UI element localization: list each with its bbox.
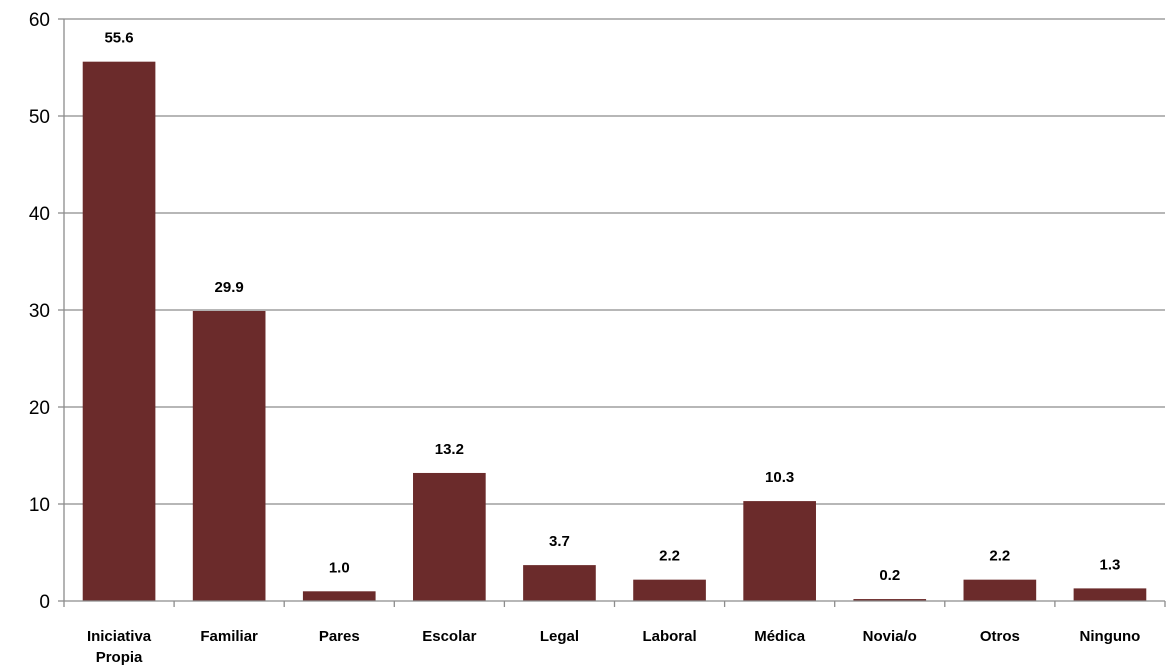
data-label: 1.3: [1100, 556, 1121, 573]
data-labels: 55.6 29.9 1.0 13.2 3.7 2.2 10.3 0.2 2.2 1.3: [104, 30, 1120, 584]
data-label: 10.3: [765, 469, 794, 486]
bar: [82, 61, 156, 602]
x-tick-label: Otros: [980, 628, 1020, 645]
y-tick-label: 0: [39, 592, 50, 613]
x-tick-label: Pares: [319, 628, 360, 645]
x-tick-label: Iniciativa: [87, 628, 152, 645]
bar: [743, 501, 816, 601]
bar: [633, 579, 706, 601]
bar: [413, 472, 486, 601]
y-tick-label: 10: [29, 495, 50, 516]
bar: [192, 310, 266, 601]
bar: [853, 599, 927, 601]
bar: [302, 591, 376, 601]
y-tick-label: 60: [29, 10, 50, 31]
data-label: 2.2: [989, 548, 1010, 565]
bar: [963, 579, 1037, 601]
data-label: 2.2: [659, 548, 680, 565]
x-tick-label: Propia: [96, 649, 143, 666]
x-tick-label: Legal: [540, 628, 579, 645]
data-label: 0.2: [879, 567, 900, 584]
data-label: 13.2: [435, 441, 464, 458]
bar: [523, 565, 596, 601]
y-tick-label: 30: [29, 301, 50, 322]
bars: [82, 61, 1147, 602]
axes: [58, 18, 1166, 607]
x-tick-label: Médica: [754, 628, 806, 645]
data-label: 55.6: [104, 30, 133, 47]
y-tick-label: 20: [29, 398, 50, 419]
y-tick-label: 40: [29, 204, 50, 225]
data-label: 3.7: [549, 533, 570, 550]
bar: [1073, 588, 1147, 601]
x-axis-ticks: Iniciativa Propia Familiar Pares Escolar Lega…: [87, 628, 1140, 666]
x-tick-label: Novia/o: [863, 628, 917, 645]
x-tick-label: Ninguno: [1080, 628, 1141, 645]
y-tick-label: 50: [29, 107, 50, 128]
x-tick-label: Familiar: [200, 628, 258, 645]
x-tick-label: Laboral: [642, 628, 696, 645]
x-tick-label: Escolar: [422, 628, 476, 645]
data-label: 1.0: [329, 559, 350, 576]
data-label: 29.9: [215, 279, 244, 296]
y-axis-ticks: 0 10 20 30 40 50 60: [29, 10, 50, 613]
